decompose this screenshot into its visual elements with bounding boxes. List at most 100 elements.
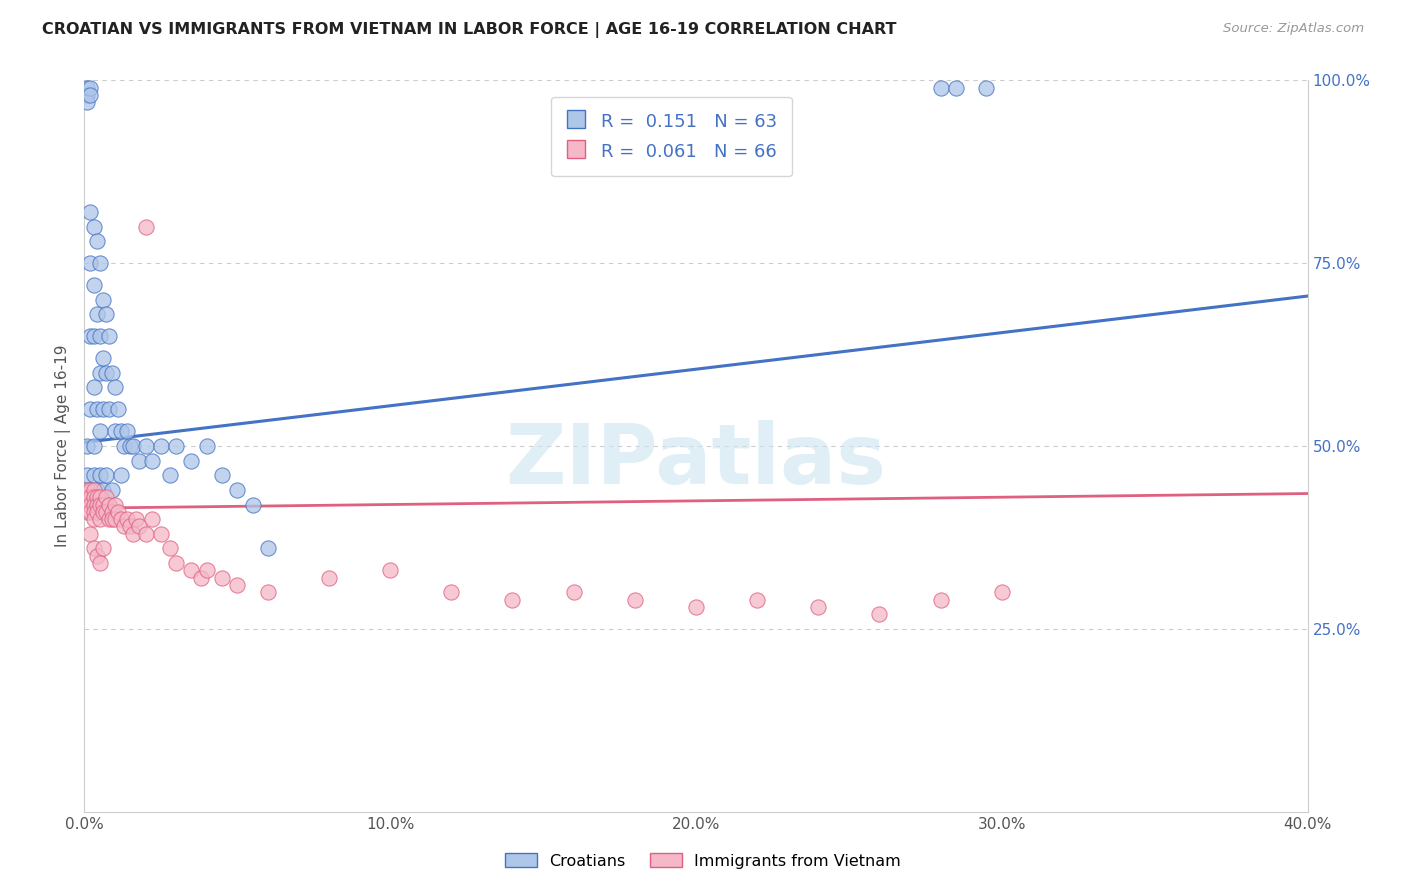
Point	[94, 468, 117, 483]
Point	[83, 490, 105, 504]
Text: CROATIAN VS IMMIGRANTS FROM VIETNAM IN LABOR FORCE | AGE 16-19 CORRELATION CHART: CROATIAN VS IMMIGRANTS FROM VIETNAM IN L…	[42, 22, 897, 38]
Point	[257, 585, 280, 599]
Point	[76, 498, 98, 512]
Point	[125, 512, 148, 526]
Point	[624, 592, 647, 607]
Point	[94, 505, 117, 519]
Point	[112, 439, 135, 453]
Point	[79, 402, 101, 417]
Point	[79, 483, 101, 497]
Point	[79, 329, 101, 343]
Point	[190, 571, 212, 585]
Point	[89, 329, 111, 343]
Legend: R =  0.151   N = 63, R =  0.061   N = 66: R = 0.151 N = 63, R = 0.061 N = 66	[551, 96, 792, 177]
Point	[86, 402, 108, 417]
Point	[91, 505, 114, 519]
Text: ZIPatlas: ZIPatlas	[506, 420, 886, 501]
Point	[76, 490, 98, 504]
Point	[86, 490, 108, 504]
Point	[76, 80, 98, 95]
Point	[101, 366, 124, 380]
Point	[83, 541, 105, 556]
Point	[122, 439, 145, 453]
Point	[89, 556, 111, 570]
Point	[110, 512, 132, 526]
Point	[89, 425, 111, 439]
Point	[110, 425, 132, 439]
Point	[83, 380, 105, 394]
Point	[83, 498, 105, 512]
Point	[104, 498, 127, 512]
Point	[149, 439, 172, 453]
Point	[165, 439, 187, 453]
Point	[807, 599, 830, 614]
Point	[242, 498, 264, 512]
Point	[97, 329, 120, 343]
Point	[159, 541, 181, 556]
Point	[104, 512, 127, 526]
Point	[101, 512, 124, 526]
Point	[83, 512, 105, 526]
Point	[380, 563, 402, 577]
Point	[79, 80, 101, 95]
Point	[226, 578, 249, 592]
Point	[141, 453, 163, 467]
Point	[135, 219, 157, 234]
Point	[86, 307, 108, 321]
Point	[165, 556, 187, 570]
Point	[562, 585, 585, 599]
Point	[86, 549, 108, 563]
Point	[89, 490, 111, 504]
Point	[101, 483, 124, 497]
Point	[685, 599, 707, 614]
Point	[86, 505, 108, 519]
Point	[94, 490, 117, 504]
Point	[991, 585, 1014, 599]
Point	[502, 592, 524, 607]
Point	[86, 498, 108, 512]
Point	[76, 505, 98, 519]
Point	[91, 402, 114, 417]
Point	[747, 592, 769, 607]
Point	[104, 425, 127, 439]
Point	[86, 483, 108, 497]
Point	[94, 366, 117, 380]
Point	[440, 585, 463, 599]
Point	[91, 293, 114, 307]
Point	[115, 512, 138, 526]
Point	[97, 402, 120, 417]
Point	[945, 80, 967, 95]
Point	[91, 351, 114, 366]
Point	[112, 519, 135, 533]
Point	[94, 307, 117, 321]
Point	[79, 205, 101, 219]
Point	[79, 483, 101, 497]
Point	[83, 439, 105, 453]
Point	[89, 468, 111, 483]
Point	[76, 439, 98, 453]
Point	[976, 80, 998, 95]
Point	[79, 526, 101, 541]
Point	[101, 505, 124, 519]
Point	[107, 505, 129, 519]
Legend: Croatians, Immigrants from Vietnam: Croatians, Immigrants from Vietnam	[498, 847, 908, 875]
Point	[120, 519, 142, 533]
Point	[128, 453, 150, 467]
Point	[89, 512, 111, 526]
Point	[79, 498, 101, 512]
Point	[89, 366, 111, 380]
Point	[89, 256, 111, 270]
Point	[83, 468, 105, 483]
Point	[195, 563, 218, 577]
Point	[135, 439, 157, 453]
Point	[107, 402, 129, 417]
Point	[141, 512, 163, 526]
Point	[110, 468, 132, 483]
Point	[929, 592, 952, 607]
Point	[86, 234, 108, 248]
Point	[91, 498, 114, 512]
Point	[79, 490, 101, 504]
Point	[122, 526, 145, 541]
Point	[83, 219, 105, 234]
Point	[159, 468, 181, 483]
